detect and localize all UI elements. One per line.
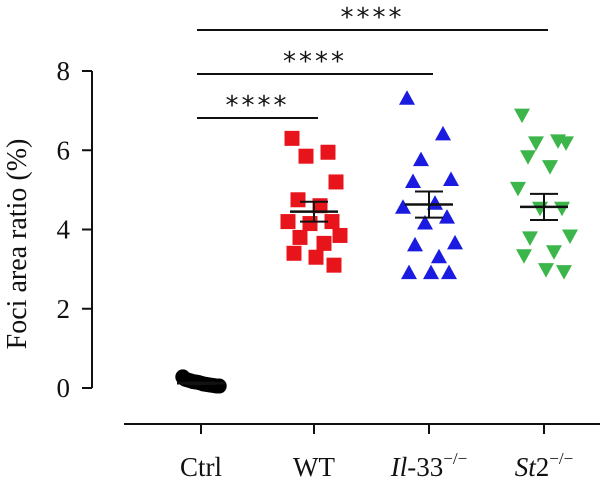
data-point	[290, 192, 306, 208]
data-point	[435, 125, 451, 141]
significance-label: ****	[226, 91, 290, 121]
significance-label: ****	[341, 3, 405, 33]
x-tick-label: WT	[293, 452, 335, 480]
data-point	[286, 245, 302, 261]
data-point	[542, 160, 558, 175]
data-point	[399, 90, 415, 105]
data-point	[516, 249, 532, 264]
data-point	[292, 229, 308, 245]
data-point	[427, 195, 443, 210]
x-axis: Ctrl WT Il-33−/− St2−/−	[124, 423, 600, 480]
data-point	[316, 235, 332, 251]
data-point	[562, 229, 578, 244]
data-point	[407, 236, 423, 252]
data-point	[441, 264, 457, 280]
x-tick-label: St2−/−	[515, 449, 573, 480]
data-point	[423, 264, 439, 280]
data-point	[332, 227, 348, 243]
y-axis-label: Foci area ratio (%)	[2, 139, 33, 350]
data-point	[558, 136, 574, 151]
data-point	[302, 216, 318, 232]
data-point	[522, 231, 538, 246]
significance-brackets: **** **** ****	[197, 3, 548, 121]
significance-label: ****	[283, 47, 347, 77]
data-point	[554, 201, 570, 217]
data-point	[284, 130, 300, 146]
data-point	[211, 378, 227, 394]
data-point	[417, 215, 433, 230]
data-point	[546, 245, 562, 260]
data-point	[538, 263, 554, 278]
data-point	[324, 214, 340, 230]
y-tick-label: 2	[57, 294, 71, 324]
data-point	[401, 264, 417, 280]
data-point	[431, 248, 447, 264]
y-axis: 0 2 4 6 8	[57, 56, 93, 403]
data-point	[328, 174, 344, 190]
data-point	[443, 171, 459, 186]
data-point	[439, 209, 455, 224]
data-point	[528, 136, 544, 151]
data-points	[175, 90, 578, 394]
y-tick-label: 4	[57, 215, 71, 245]
data-point	[413, 151, 429, 167]
x-tick-label: Ctrl	[180, 452, 222, 480]
y-tick-label: 0	[57, 373, 71, 403]
data-point	[510, 181, 526, 197]
data-point	[556, 265, 572, 280]
data-point	[532, 201, 548, 217]
data-point	[447, 234, 463, 250]
data-point	[308, 249, 324, 265]
data-point	[326, 257, 342, 273]
data-point	[520, 150, 536, 165]
data-point	[405, 173, 421, 188]
data-point	[395, 199, 411, 214]
y-tick-label: 6	[57, 135, 71, 165]
y-tick-label: 8	[57, 56, 71, 86]
data-point	[280, 214, 296, 230]
data-point	[298, 148, 314, 164]
error-bars	[177, 190, 568, 386]
data-point	[514, 108, 530, 124]
data-point	[320, 144, 336, 160]
x-tick-label: Il-33−/−	[390, 449, 467, 480]
